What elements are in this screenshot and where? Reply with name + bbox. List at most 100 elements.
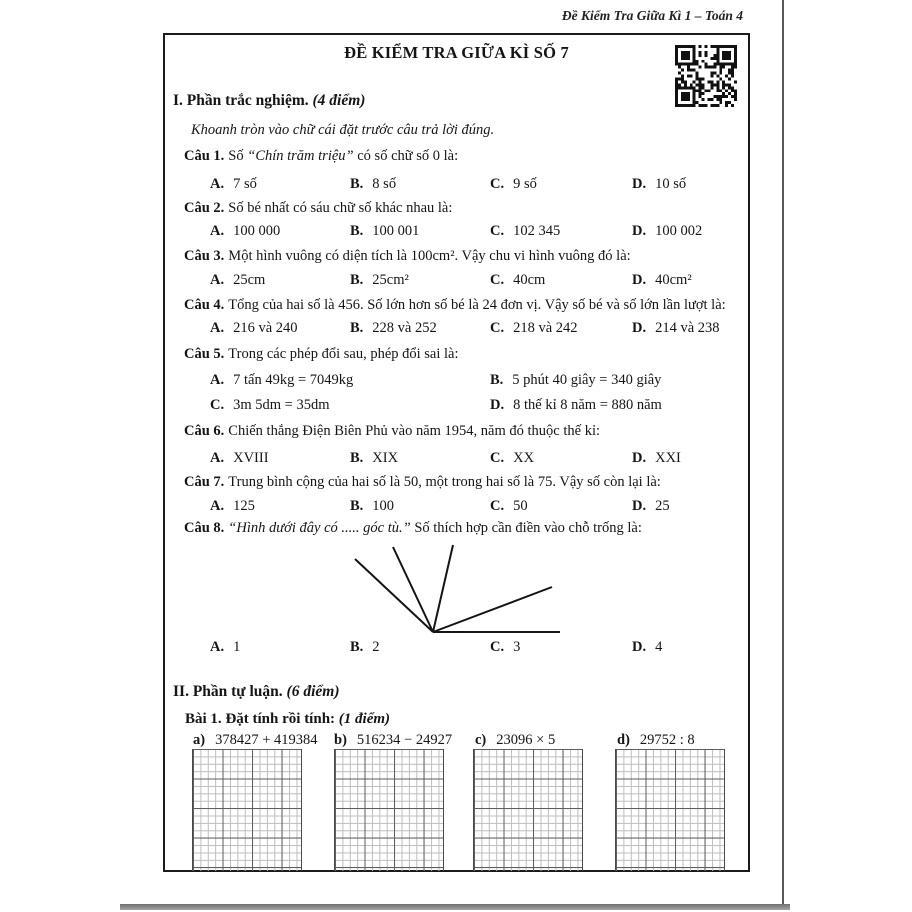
test-title: ĐỀ KIỂM TRA GIỮA KÌ SỐ 7 — [344, 43, 569, 62]
qr-code — [675, 45, 737, 107]
option-b: B. 2 — [350, 639, 490, 656]
exercise-1-points: (1 điểm) — [338, 711, 391, 727]
question-8-post: Số thích hợp cần điền vào chỗ trống là: — [410, 520, 642, 536]
option-letter: B. — [350, 223, 364, 239]
question-7-label: Câu 7. — [184, 474, 225, 490]
option-d: D. 10 số — [632, 176, 686, 193]
option-d: D. 8 thế kỉ 8 năm = 880 năm — [490, 397, 662, 414]
option-letter: D. — [632, 223, 647, 239]
running-header: Đề Kiểm Tra Giữa Kì 1 – Toán 4 — [561, 8, 743, 23]
option-letter: B. — [350, 320, 364, 336]
option-letter: A. — [210, 320, 225, 336]
option-b: B. 100 001 — [350, 223, 490, 240]
question-7-text: Trung bình cộng của hai số là 50, một tr… — [228, 474, 661, 490]
question-7: Câu 7. Trung bình cộng của hai số là 50, … — [184, 474, 661, 491]
option-text: 10 số — [655, 176, 687, 192]
item-label: d) — [617, 732, 630, 748]
option-letter: C. — [490, 639, 505, 655]
question-3-text: Một hình vuông có diện tích là 100cm². V… — [228, 248, 631, 264]
option-text: 4 — [655, 639, 663, 655]
option-letter: B. — [350, 272, 364, 288]
option-text: 3 — [513, 639, 521, 655]
option-text: 5 phút 40 giây = 340 giây — [512, 372, 662, 388]
question-5-options-row2: C. 3m 5dm = 35dm D. 8 thế kỉ 8 năm = 880 n… — [210, 397, 662, 414]
option-b: B. 228 và 252 — [350, 320, 490, 337]
section2-heading: II. Phần tự luận. (6 điểm) — [173, 683, 340, 701]
question-1-quote: “Chín trăm triệu” — [247, 148, 354, 164]
option-c: C. 50 — [490, 498, 632, 515]
option-letter: B. — [490, 372, 504, 388]
option-letter: B. — [350, 176, 364, 192]
option-text: 7 tấn 49kg = 7049kg — [233, 372, 354, 388]
option-a: A. 7 tấn 49kg = 7049kg — [210, 372, 490, 389]
exercise-1-text: Đặt tính rồi tính: — [225, 711, 336, 727]
option-text: 100 002 — [655, 223, 703, 239]
question-1-post: có số chữ số 0 là: — [353, 148, 459, 164]
option-text: 9 số — [513, 176, 537, 192]
option-letter: A. — [210, 176, 225, 192]
option-c: C. 3m 5dm = 35dm — [210, 397, 490, 414]
question-4: Câu 4. Tổng của hai số là 456. Số lớn hơn… — [184, 297, 726, 314]
option-text: 228 và 252 — [372, 320, 437, 336]
option-letter: C. — [490, 176, 505, 192]
option-text: 218 và 242 — [513, 320, 578, 336]
option-b: B. XIX — [350, 450, 490, 467]
option-c: C. 9 số — [490, 176, 632, 193]
option-text: 40cm — [513, 272, 546, 288]
question-3-label: Câu 3. — [184, 248, 225, 264]
option-letter: A. — [210, 372, 225, 388]
question-8: Câu 8. “Hình dưới đây có ..... góc tù.” S… — [184, 520, 642, 537]
section1-points: (4 điểm) — [312, 92, 366, 109]
question-5: Câu 5. Trong các phép đổi sau, phép đổi s… — [184, 346, 459, 363]
option-text: XIX — [372, 450, 399, 466]
question-1-pre: Số — [228, 148, 248, 164]
option-c: C. 3 — [490, 639, 632, 656]
option-text: 7 số — [233, 176, 257, 192]
item-a: a) 378427 + 419384 — [193, 732, 334, 749]
option-c: C. 40cm — [490, 272, 632, 289]
exercise-1-label: Bài 1. — [185, 711, 222, 727]
option-a: A. 1 — [210, 639, 350, 656]
question-2-options: A. 100 000 B. 100 001 C. 102 345 D. 100 002 — [210, 223, 702, 240]
question-1-label: Câu 1. — [184, 148, 225, 164]
question-4-text: Tổng của hai số là 456. Số lớn hơn số bé… — [228, 297, 726, 313]
option-letter: C. — [490, 272, 505, 288]
item-d: d) 29752 : 8 — [617, 732, 695, 749]
section2-points: (6 điểm) — [286, 683, 340, 700]
option-text: 40cm² — [655, 272, 692, 288]
question-1-options: A. 7 số B. 8 số C. 9 số D. 10 số — [210, 176, 686, 193]
option-a: A. 25cm — [210, 272, 350, 289]
test-paper-frame: ĐỀ KIỂM TRA GIỮA KÌ SỐ 7 I. Phần trắc ng… — [163, 33, 750, 872]
option-text: 25cm — [233, 272, 266, 288]
work-grid-c — [473, 749, 583, 871]
question-7-options: A. 125 B. 100 C. 50 D. 25 — [210, 498, 670, 515]
option-b: B. 100 — [350, 498, 490, 515]
option-b: B. 5 phút 40 giây = 340 giây — [490, 372, 661, 389]
instruction-line: Khoanh tròn vào chữ cái đặt trước câu tr… — [191, 122, 495, 138]
option-text: 1 — [233, 639, 241, 655]
option-d: D. XXI — [632, 450, 681, 467]
option-letter: C. — [210, 397, 225, 413]
item-expression: 516234 − 24927 — [356, 732, 453, 748]
question-3: Câu 3. Một hình vuông có diện tích là 100… — [184, 248, 631, 265]
option-text: XX — [513, 450, 535, 466]
option-text: 100 — [372, 498, 395, 514]
question-5-label: Câu 5. — [184, 346, 225, 362]
option-a: A. 125 — [210, 498, 350, 515]
option-letter: A. — [210, 498, 225, 514]
option-letter: D. — [632, 450, 647, 466]
section1-heading: I. Phần trắc nghiệm. (4 điểm) — [173, 92, 365, 110]
option-letter: A. — [210, 639, 225, 655]
option-letter: C. — [490, 498, 505, 514]
option-text: 3m 5dm = 35dm — [233, 397, 330, 413]
option-d: D. 40cm² — [632, 272, 692, 289]
option-letter: D. — [632, 176, 647, 192]
option-text: 216 và 240 — [233, 320, 298, 336]
work-grid-a — [192, 749, 302, 871]
question-2: Câu 2. Số bé nhất có sáu chữ số khác nhau… — [184, 200, 452, 217]
page-edge-line — [782, 0, 784, 908]
question-4-label: Câu 4. — [184, 297, 225, 313]
option-letter: D. — [632, 498, 647, 514]
question-6-label: Câu 6. — [184, 423, 225, 439]
work-grid-d — [615, 749, 725, 871]
